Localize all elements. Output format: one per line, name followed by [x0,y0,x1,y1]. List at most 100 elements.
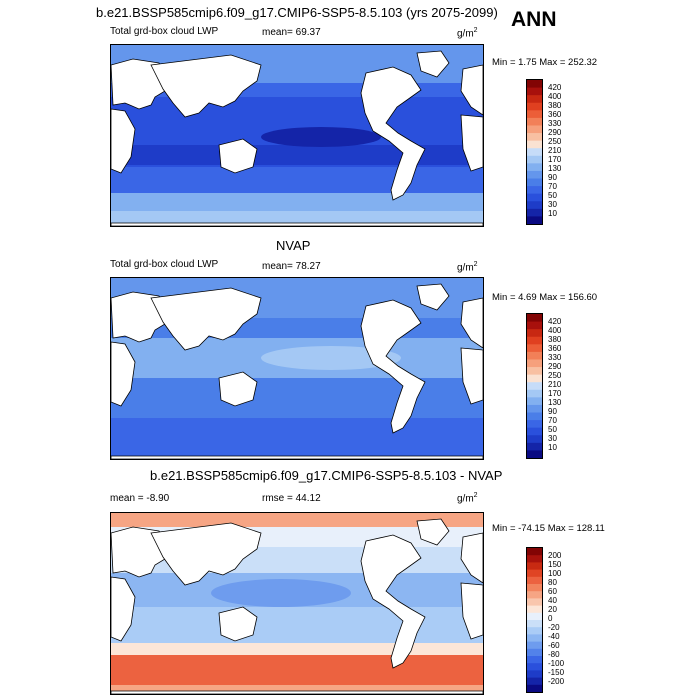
panel2-colorbar-label: 70 [548,416,557,425]
panel1-colorbar-label: 170 [548,155,562,164]
panel3-colorbar-box [527,641,542,650]
panel1-colorbar-box [527,163,542,172]
panel3-colorbar-box [527,627,542,635]
panel2-colorbar-label: 50 [548,425,557,434]
panel2-colorbar-box [527,397,542,406]
panel2-units: g/m2 [457,261,478,274]
panel3-colorbar-box [527,620,542,628]
panel3-colorbar-box [527,605,542,614]
panel2-variable: Total grd-box cloud LWP [110,259,219,270]
panel3-colorbar-label: -150 [548,668,565,677]
panel1-map [110,44,484,227]
panel1-colorbar-box [527,110,542,119]
panel3-colorbar-box [527,569,542,578]
panel3-colorbar-box [527,576,542,585]
panel1-colorbar-label: 400 [548,91,562,101]
figure-title: b.e21.BSSP585cmip6.f09_g17.CMIP6-SSP5-8.… [96,5,498,20]
panel1-colorbar-label: 250 [548,137,562,146]
panel3-colorbar [526,547,543,693]
panel1-colorbar-box [527,117,542,126]
panel2-colorbar-label: 380 [548,334,562,344]
panel1-colorbar-box [527,170,542,180]
panel3-colorbar-label: 200 [548,551,562,560]
panel2-colorbar-box [527,382,542,391]
panel3-colorbar-label: 100 [548,568,562,578]
panel1-colorbar-label: 360 [548,109,562,119]
panel2-colorbar-box [527,351,542,360]
panel3-colorbar-label: -200 [548,676,565,686]
panel3-mean: mean = -8.90 [110,493,170,504]
panel3-colorbar-label: -80 [548,650,560,659]
panel2-colorbar-label: 170 [548,389,562,398]
panel2-map [110,277,484,460]
panel1-colorbar-box [527,80,542,89]
panel3-units: g/m2 [457,492,478,505]
panel3-colorbar-box [527,591,542,599]
panel1-colorbar-label: 10 [548,208,557,218]
panel2-colorbar-box [527,374,542,383]
panel2-colorbar-box [527,427,542,436]
panel3-colorbar-label: 80 [548,577,557,587]
panel3-colorbar-box [527,548,542,556]
panel1-colorbar-box [527,201,542,210]
panel3-colorbar-label: -100 [548,659,565,668]
panel1-minmax: Min = 1.75 Max = 252.32 [492,57,598,68]
panel3-colorbar-box [527,598,542,607]
panel1-colorbar-box [527,125,542,134]
panel3-colorbar-box [527,562,542,571]
panel3-colorbar-box [527,634,542,643]
panel2-colorbar-box [527,442,542,451]
panel3-colorbar-box [527,670,542,679]
panel1-colorbar-label: 50 [548,191,557,200]
panel3-colorbar-label: 40 [548,596,557,605]
panel3-minmax: Min = -74.15 Max = 128.11 [492,523,605,534]
panel2-colorbar-box [527,367,542,376]
panel1-colorbar-box [527,102,542,111]
panel1-colorbar-box [527,216,542,225]
panel3-colorbar-box [527,656,542,664]
panel2-colorbar-box [527,404,542,414]
panel2-minmax: Min = 4.69 Max = 156.60 [492,292,598,303]
panel1-colorbar-box [527,133,542,142]
panel1-variable: Total grd-box cloud LWP [110,26,219,37]
panel2-colorbar-box [527,420,542,429]
panel3-colorbar-label: -40 [548,632,560,641]
panel2-colorbar-label: 250 [548,371,562,380]
panel3-colorbar-box [527,555,542,563]
panel2-colorbar-box [527,329,542,338]
panel3-colorbar-label: 20 [548,605,557,614]
panel3-title: b.e21.BSSP585cmip6.f09_g17.CMIP6-SSP5-8.… [150,468,503,483]
panel3-colorbar-box [527,677,542,686]
panel3-colorbar-box [527,684,542,693]
panel2-colorbar-label: 420 [548,317,562,326]
panel2-colorbar-label: 400 [548,325,562,335]
panel3-colorbar-box [527,663,542,671]
panel2-colorbar-label: 30 [548,434,557,443]
panel1-colorbar-box [527,155,542,164]
panel2-colorbar-label: 130 [548,398,562,407]
panel2-colorbar-label: 210 [548,380,562,389]
panel2-colorbar-box [527,321,542,330]
panel1-colorbar-box [527,193,542,202]
panel2-title: NVAP [276,238,311,253]
panel2-colorbar-box [527,435,542,444]
panel2-colorbar-box [527,314,542,323]
panel3-map [110,512,484,695]
panel3-colorbar-box [527,584,542,592]
panel3-colorbar-label: 150 [548,559,562,569]
panel1-units: g/m2 [457,27,478,40]
panel1-colorbar-label: 330 [548,119,562,128]
panel2-colorbar-box [527,344,542,353]
panel2-colorbar-box [527,412,542,421]
panel3-rmse: rmse = 44.12 [262,493,321,504]
panel2-colorbar-box [527,336,542,345]
panel2-colorbar-label: 10 [548,442,557,452]
panel2-colorbar-box [527,359,542,368]
season-label: ANN [511,8,557,31]
panel1-colorbar-box [527,186,542,195]
panel3-colorbar-box [527,648,542,657]
panel1-colorbar-label: 420 [548,83,562,92]
panel1-colorbar-box [527,208,542,217]
panel3-colorbar-label: -60 [548,641,560,650]
panel3-colorbar-label: -20 [548,623,560,632]
